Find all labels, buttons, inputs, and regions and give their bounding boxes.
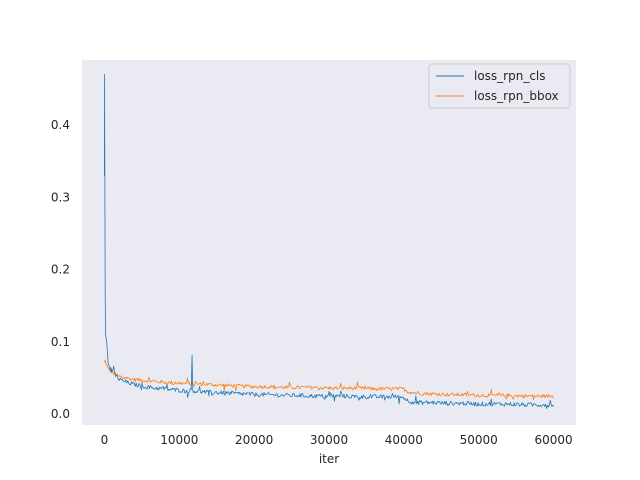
- x-tick-label: 50000: [460, 433, 498, 447]
- x-tick-label: 20000: [235, 433, 273, 447]
- series-line-loss_rpn_cls: [104, 74, 554, 409]
- x-tick-label: 10000: [160, 433, 198, 447]
- y-axis-ticks: 0.0 0.1 0.2 0.3 0.4: [51, 118, 70, 421]
- plot-area: [82, 60, 576, 425]
- legend-label: loss_rpn_cls: [474, 69, 546, 83]
- legend-label: loss_rpn_bbox: [474, 89, 559, 103]
- x-tick-label: 40000: [385, 433, 423, 447]
- legend: loss_rpn_cls loss_rpn_bbox: [428, 63, 571, 109]
- x-axis-label: iter: [319, 452, 339, 466]
- series-line-loss_rpn_bbox: [104, 359, 554, 401]
- y-tick-label: 0.0: [51, 407, 70, 421]
- y-tick-label: 0.3: [51, 190, 70, 204]
- x-tick-label: 60000: [534, 433, 572, 447]
- x-tick-label: 0: [101, 433, 109, 447]
- x-tick-label: 30000: [310, 433, 348, 447]
- y-tick-label: 0.2: [51, 263, 70, 277]
- y-tick-label: 0.4: [51, 118, 70, 132]
- legend-box: [428, 63, 571, 109]
- x-axis-ticks: 0 10000 20000 30000 40000 50000 60000: [101, 433, 573, 447]
- series-layer: [104, 74, 554, 409]
- y-tick-label: 0.1: [51, 335, 70, 349]
